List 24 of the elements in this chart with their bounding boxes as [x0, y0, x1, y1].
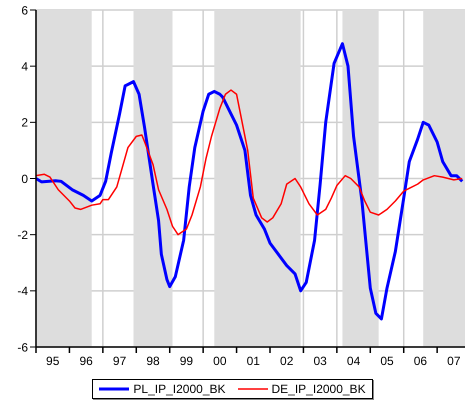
x-tick-label: 05: [380, 354, 394, 368]
x-tick-label: 96: [79, 354, 94, 368]
x-tick-label: 99: [180, 354, 194, 368]
x-tick-label: 01: [246, 354, 260, 368]
line-series: [36, 89, 463, 236]
y-tick-label: -4: [17, 284, 28, 298]
x-tick-label: 00: [213, 354, 227, 368]
y-tick-label: -6: [17, 340, 28, 354]
x-tick-label: 98: [146, 354, 160, 368]
line-series: [36, 42, 464, 320]
y-tick-label: 4: [21, 59, 28, 74]
x-tick-label: 97: [112, 354, 127, 368]
y-tick-label: 2: [21, 116, 28, 130]
x-tick-label: 02: [280, 354, 294, 368]
x-tick-label: 04: [346, 354, 361, 368]
x-tick-label: 06: [414, 354, 428, 368]
x-tick-label: 95: [46, 354, 60, 368]
legend-label: PL_IP_I2000_BK: [133, 382, 226, 396]
x-tick-label: 03: [313, 354, 328, 368]
x-tick-label: 07: [447, 354, 461, 368]
y-tick-label: 6: [21, 3, 28, 18]
y-tick-label: -2: [17, 228, 28, 242]
y-tick-label: 0: [21, 172, 28, 186]
legend-label: DE_IP_I2000_BK: [272, 382, 366, 396]
